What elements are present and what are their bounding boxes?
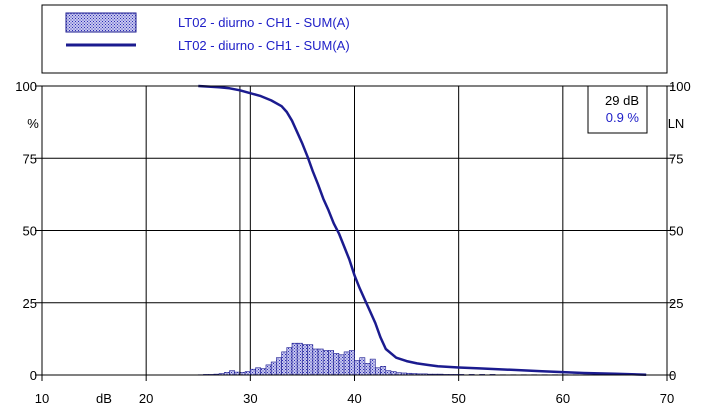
x-axis-unit: dB [96,391,112,406]
legend-label-line: LT02 - diurno - CH1 - SUM(A) [178,38,350,53]
y-tick-label-right: 50 [669,224,683,239]
histogram-bar [322,350,329,376]
left-axis-ticks: 0 25 50 75 100 [15,79,42,383]
histogram-bar [328,350,334,376]
histogram-bar [270,361,277,376]
histogram-bar [359,357,366,376]
x-tick-label: 10 [35,391,49,406]
histogram-bar [244,371,251,376]
grid [42,86,667,375]
histogram-bar [333,353,340,376]
histogram-bar [312,348,319,376]
histogram-bar [390,371,397,376]
legend-frame [41,4,668,74]
histogram-bar [296,342,303,376]
x-tick-label: 50 [451,391,465,406]
x-tick-label: 20 [139,391,153,406]
y-tick-label-left: 0 [30,368,37,383]
histogram-bar [375,367,381,376]
histogram-bar [302,344,308,376]
y-tick-label-right: 75 [669,151,683,166]
histogram-bar [354,360,361,376]
y-tick-label-right: 100 [669,79,691,94]
x-tick-label: 70 [660,391,674,406]
x-tick-label: 60 [556,391,570,406]
histogram-bar [307,344,314,376]
y-tick-label-left: 25 [23,296,37,311]
cumulative-line [198,84,647,376]
histogram-bar [291,342,298,376]
y-tick-label-left: 75 [23,151,37,166]
y-tick-label-left: 50 [23,224,37,239]
histogram-bar [348,350,355,376]
histogram-bar [255,367,262,376]
histogram-bar [369,358,376,376]
histogram-bar [276,357,282,376]
histogram-bar [286,347,293,376]
histogram-bar [380,366,387,376]
histogram-bar [338,354,345,376]
y-tick-label-right: 25 [669,296,683,311]
histogram-bar [260,368,267,376]
cursor-readout-box [587,85,648,134]
histogram-bar [250,368,256,376]
histogram-bar [385,370,392,376]
right-axis-ticks: 0 25 50 75 100 [667,79,691,383]
legend: LT02 - diurno - CH1 - SUM(A) LT02 - diur… [41,4,668,74]
cursor-readout-percent: 0.9 % [606,110,640,125]
x-axis-ticks: 10 20 30 40 50 60 70 [35,375,674,406]
y-tick-label-right: 0 [669,368,676,383]
cursor-readout: 29 dB 0.9 % [587,85,648,134]
histogram-bar [364,363,371,376]
histogram-bar [343,351,350,376]
legend-label-histogram: LT02 - diurno - CH1 - SUM(A) [178,15,350,30]
histogram-bar [281,351,288,376]
legend-swatch-histogram [65,12,137,33]
left-axis-unit: % [27,116,39,131]
x-tick-label: 30 [243,391,257,406]
x-tick-label: 40 [347,391,361,406]
histogram-bar [229,370,236,376]
cursor-readout-level: 29 dB [605,93,639,108]
y-tick-label-left: 100 [15,79,37,94]
plot-area [41,84,668,376]
right-axis-unit: LN [668,116,685,131]
histogram-bar [265,364,272,376]
histogram-bar [317,348,324,376]
